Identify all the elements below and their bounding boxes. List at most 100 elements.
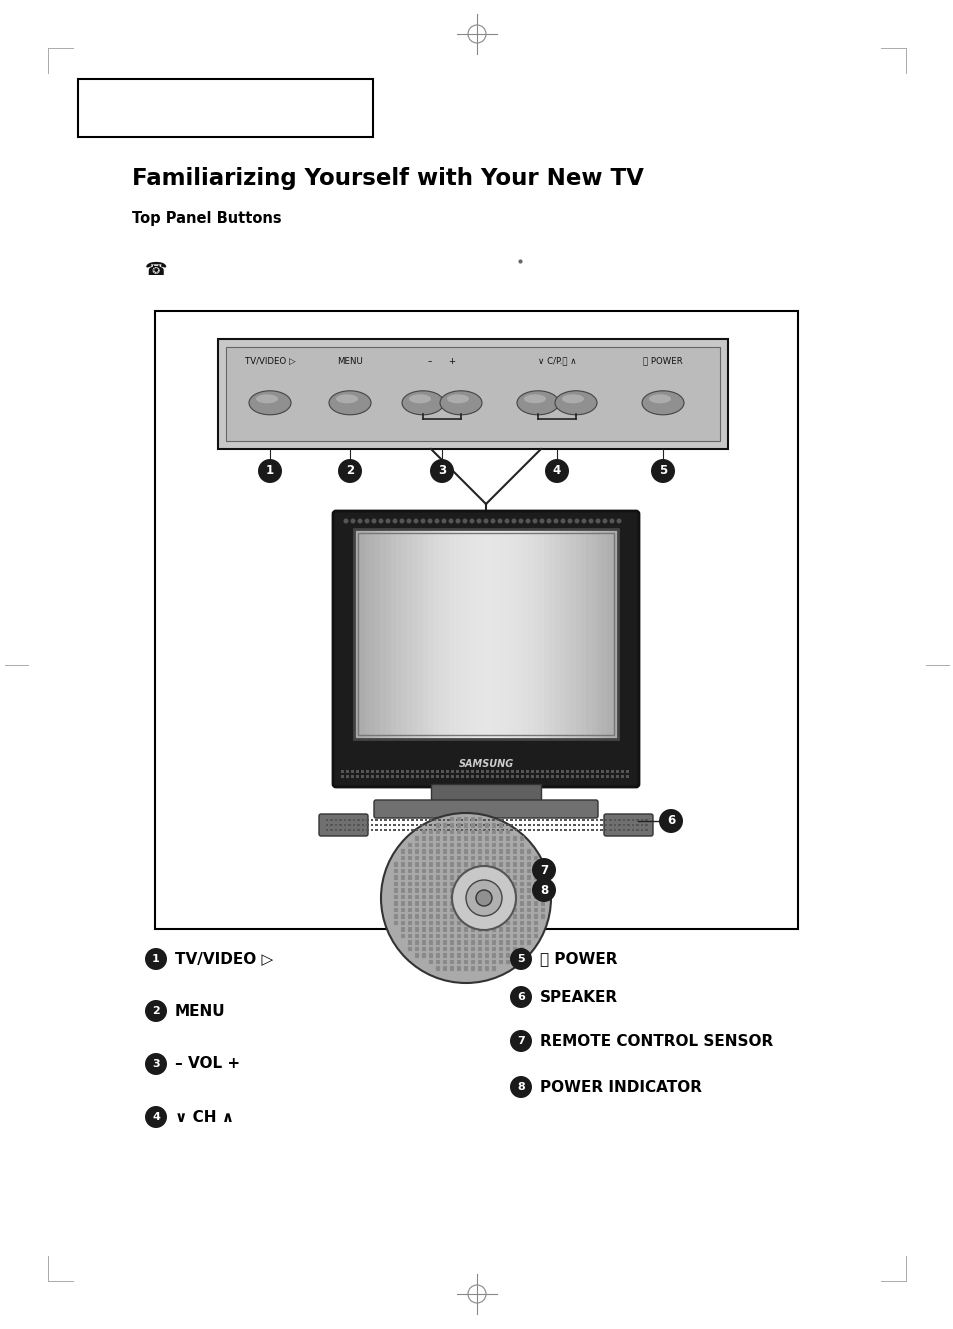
Bar	[460, 828, 463, 831]
Bar	[596, 828, 598, 831]
Bar	[564, 819, 566, 821]
Bar	[498, 940, 503, 945]
Bar	[622, 828, 625, 831]
Bar	[434, 819, 436, 821]
Bar	[505, 819, 508, 821]
Bar	[546, 828, 548, 831]
Circle shape	[462, 518, 467, 524]
Bar	[471, 863, 475, 867]
Bar	[492, 849, 496, 853]
Bar	[546, 819, 548, 821]
Bar	[456, 775, 458, 777]
Bar	[551, 824, 553, 827]
Bar	[371, 824, 374, 827]
Bar	[492, 829, 496, 835]
Bar	[450, 849, 454, 853]
Bar	[564, 824, 566, 827]
Bar	[471, 823, 475, 828]
Bar	[421, 928, 426, 932]
Bar	[357, 819, 359, 821]
Bar	[429, 874, 433, 880]
Bar	[505, 928, 510, 932]
Bar	[463, 816, 468, 821]
Bar	[477, 881, 482, 886]
Bar	[463, 946, 468, 952]
Text: 1: 1	[266, 465, 274, 477]
Bar	[585, 775, 588, 777]
Bar	[456, 953, 461, 957]
Bar	[513, 881, 517, 886]
Bar	[436, 888, 440, 893]
Bar	[549, 529, 555, 739]
Bar	[460, 775, 463, 777]
Bar	[492, 888, 496, 893]
Bar	[578, 828, 579, 831]
Bar	[386, 775, 389, 777]
Bar	[523, 819, 526, 821]
Bar	[546, 824, 548, 827]
Circle shape	[371, 518, 376, 524]
Bar	[471, 856, 475, 860]
Bar	[556, 769, 558, 773]
Bar	[360, 775, 364, 777]
Bar	[645, 819, 647, 821]
Bar	[386, 769, 389, 773]
Bar	[447, 819, 450, 821]
Bar	[505, 874, 510, 880]
Bar	[408, 874, 412, 880]
Bar	[510, 828, 513, 831]
Bar	[604, 828, 607, 831]
Bar	[480, 769, 483, 773]
Circle shape	[539, 518, 544, 524]
Bar	[436, 928, 440, 932]
Text: 8: 8	[517, 1082, 524, 1092]
Bar	[513, 901, 517, 905]
Bar	[355, 775, 358, 777]
Bar	[534, 856, 537, 860]
Circle shape	[544, 459, 568, 482]
Bar	[534, 881, 537, 886]
Circle shape	[581, 518, 586, 524]
Bar	[498, 946, 503, 952]
Bar	[357, 533, 614, 735]
Bar	[519, 836, 524, 840]
Circle shape	[650, 459, 675, 482]
Bar	[616, 769, 618, 773]
Bar	[463, 940, 468, 945]
Bar	[528, 824, 531, 827]
Bar	[477, 836, 482, 840]
Bar	[484, 836, 489, 840]
Bar	[470, 824, 472, 827]
Bar	[408, 901, 412, 905]
Bar	[351, 769, 354, 773]
Bar	[513, 868, 517, 873]
Ellipse shape	[648, 395, 670, 403]
Bar	[471, 928, 475, 932]
Bar	[470, 529, 476, 739]
Bar	[429, 928, 433, 932]
Bar	[442, 828, 445, 831]
Circle shape	[392, 518, 397, 524]
Bar	[540, 888, 545, 893]
Bar	[519, 933, 524, 938]
Bar	[485, 775, 489, 777]
Bar	[622, 824, 625, 827]
Bar	[513, 836, 517, 840]
Bar	[335, 819, 337, 821]
Bar	[484, 881, 489, 886]
Bar	[408, 843, 412, 847]
Bar	[522, 529, 529, 739]
Text: ∨ CH ∧: ∨ CH ∧	[174, 1110, 233, 1124]
Ellipse shape	[555, 391, 597, 415]
Text: ⏻ POWER: ⏻ POWER	[539, 952, 617, 966]
Bar	[537, 819, 539, 821]
Circle shape	[448, 518, 453, 524]
Bar	[573, 824, 576, 827]
Bar	[582, 824, 584, 827]
Bar	[408, 933, 412, 938]
Bar	[564, 828, 566, 831]
Bar	[540, 901, 545, 905]
Bar	[438, 529, 444, 739]
Bar	[526, 921, 531, 925]
Text: Familiarizing Yourself with Your New TV: Familiarizing Yourself with Your New TV	[132, 167, 643, 190]
